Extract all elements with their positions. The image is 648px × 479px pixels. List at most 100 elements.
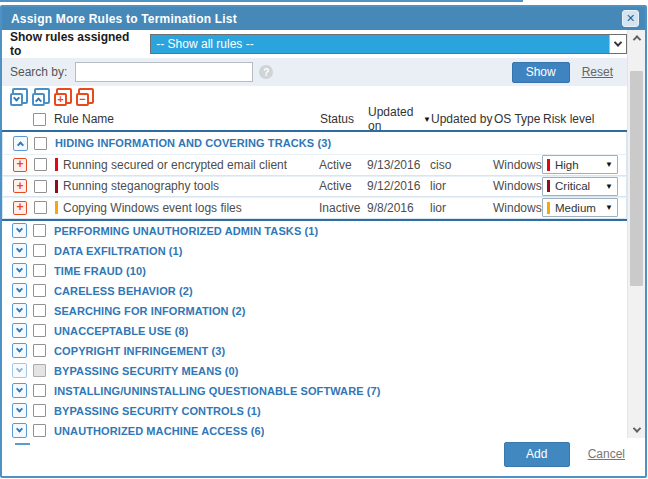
select-chevron-down-icon[interactable] [609,35,626,53]
category-label[interactable]: DATA EXFILTRATION (1) [54,245,183,257]
category-checkbox[interactable] [33,424,46,437]
expand-category-icon[interactable] [12,403,27,418]
close-button[interactable]: ✕ [622,10,639,27]
col-header-os-type[interactable]: OS Type [494,112,543,126]
rule-os-type: Windows [493,201,542,215]
select-all-checkbox[interactable] [33,113,46,126]
category-name-cell: TIME FRAUD (10) [54,265,627,277]
expanded-rules-block: +Running secured or encrypted email clie… [2,154,627,221]
check-all-icon[interactable]: + [54,88,72,106]
plus-icon: + [57,94,63,105]
expand-category-icon[interactable] [12,363,27,378]
expand-rule-details-icon[interactable]: + [13,179,27,193]
category-row: SEARCHING FOR INFORMATION (2) [2,301,627,321]
col-header-status[interactable]: Status [320,112,368,126]
category-checkbox[interactable] [34,137,47,150]
expand-category-icon[interactable] [12,383,27,398]
rule-risk-cell: High▼ [542,155,626,174]
chevron-down-icon [16,306,23,313]
category-label[interactable]: BYPASSING SECURITY CONTROLS (1) [54,405,261,417]
search-input[interactable] [75,62,253,82]
add-button[interactable]: Add [504,442,570,467]
expand-category-icon[interactable] [12,343,27,358]
category-expand-cell [2,383,33,398]
filter-row: Show rules assigned to -- Show all rules… [2,30,627,58]
category-checkbox[interactable] [33,324,46,337]
expand-category-icon[interactable] [12,323,27,338]
category-label[interactable]: INSTALLING/UNINSTALLING QUESTIONABLE SOF… [54,385,381,397]
rule-row: +Copying Windows event logs filesInactiv… [2,197,627,219]
vertical-scrollbar[interactable] [627,30,645,438]
cancel-link[interactable]: Cancel [588,447,625,461]
scroll-up-icon[interactable] [628,30,645,46]
category-name-cell: DATA EXFILTRATION (1) [54,245,627,257]
scroll-down-icon[interactable] [628,422,645,438]
category-checkbox[interactable] [33,344,46,357]
category-checkbox[interactable] [33,304,46,317]
category-label[interactable]: COPYRIGHT INFRINGEMENT (3) [54,345,225,357]
chevron-down-glyph [10,93,23,106]
col-header-rule-name[interactable]: Rule Name [54,112,320,126]
rule-status: Active [319,158,367,172]
category-checkbox[interactable] [33,264,46,277]
rules-filter-select[interactable]: -- Show all rules -- [150,34,627,54]
expand-all-icon[interactable] [10,88,28,106]
chevron-down-icon [13,95,20,102]
category-row: INSTALLING/UNINSTALLING QUESTIONABLE SOF… [2,381,627,401]
expand-category-icon[interactable] [12,283,27,298]
category-label[interactable]: SEARCHING FOR INFORMATION (2) [54,305,246,317]
show-button[interactable]: Show [512,62,570,83]
col-header-updated-on[interactable]: Updated on ▼ [368,105,431,133]
expand-rule-details-icon[interactable]: + [13,158,27,172]
category-label[interactable]: CARELESS BEHAVIOR (2) [54,285,193,297]
category-check-cell [33,244,54,257]
category-checkbox[interactable] [33,244,46,257]
rule-os-type: Windows [493,158,542,172]
scrollbar-track[interactable] [628,46,645,422]
category-checkbox[interactable] [33,224,46,237]
risk-level-select[interactable]: Critical▼ [542,177,618,196]
category-row: COPYRIGHT INFRINGEMENT (3) [2,341,627,361]
chevron-down-icon [16,286,23,293]
category-row: PERFORMING UNAUTHORIZED ADMIN TASKS (1) [2,221,627,241]
category-checkbox[interactable] [33,404,46,417]
category-label[interactable]: BYPASSING SECURITY MEANS (0) [54,365,239,377]
category-label[interactable]: UNAUTHORIZED MACHINE ACCESS (6) [54,425,264,437]
risk-color-bar [55,201,58,214]
category-check-cell [33,284,54,297]
rule-status: Active [319,179,367,193]
reset-link[interactable]: Reset [582,65,613,79]
expand-category-icon[interactable] [12,303,27,318]
scrollbar-thumb[interactable] [630,71,643,286]
expand-rule-details-icon[interactable]: + [13,201,27,215]
col-header-updated-by[interactable]: Updated by [431,112,494,126]
category-name-cell: BYPASSING SECURITY CONTROLS (1) [54,405,627,417]
rule-checkbox[interactable] [34,201,47,214]
collapse-all-icon[interactable] [32,88,50,106]
risk-color-bar [547,202,550,214]
col-header-risk-level[interactable]: Risk level [543,112,627,126]
plus-icon: + [16,201,23,213]
category-label[interactable]: UNACCEPTABLE USE (8) [54,325,188,337]
expand-category-icon[interactable] [12,223,27,238]
category-label[interactable]: HIDING INFORMATION AND COVERING TRACKS (… [55,137,331,149]
rule-checkbox[interactable] [34,180,47,193]
category-checkbox[interactable] [33,384,46,397]
rule-risk-cell: Medium▼ [542,198,626,217]
chevron-down-icon [16,226,23,233]
expand-category-icon[interactable] [12,263,27,278]
plus-icon: + [16,180,23,192]
dialog-content: Show rules assigned to -- Show all rules… [2,30,627,438]
expand-category-icon[interactable] [12,423,27,438]
category-label[interactable]: PERFORMING UNAUTHORIZED ADMIN TASKS (1) [54,225,318,237]
category-label[interactable]: TIME FRAUD (10) [54,265,146,277]
category-checkbox[interactable] [33,284,46,297]
risk-level-select[interactable]: Medium▼ [542,198,618,217]
expand-category-icon[interactable] [12,243,27,258]
rule-checkbox[interactable] [34,158,47,171]
collapse-category-icon[interactable] [13,136,28,151]
uncheck-all-icon[interactable]: − [76,88,94,106]
category-expand-cell [2,223,33,238]
assign-rules-dialog: Assign More Rules to Termination List ✕ … [0,5,647,478]
risk-level-select[interactable]: High▼ [542,155,618,174]
